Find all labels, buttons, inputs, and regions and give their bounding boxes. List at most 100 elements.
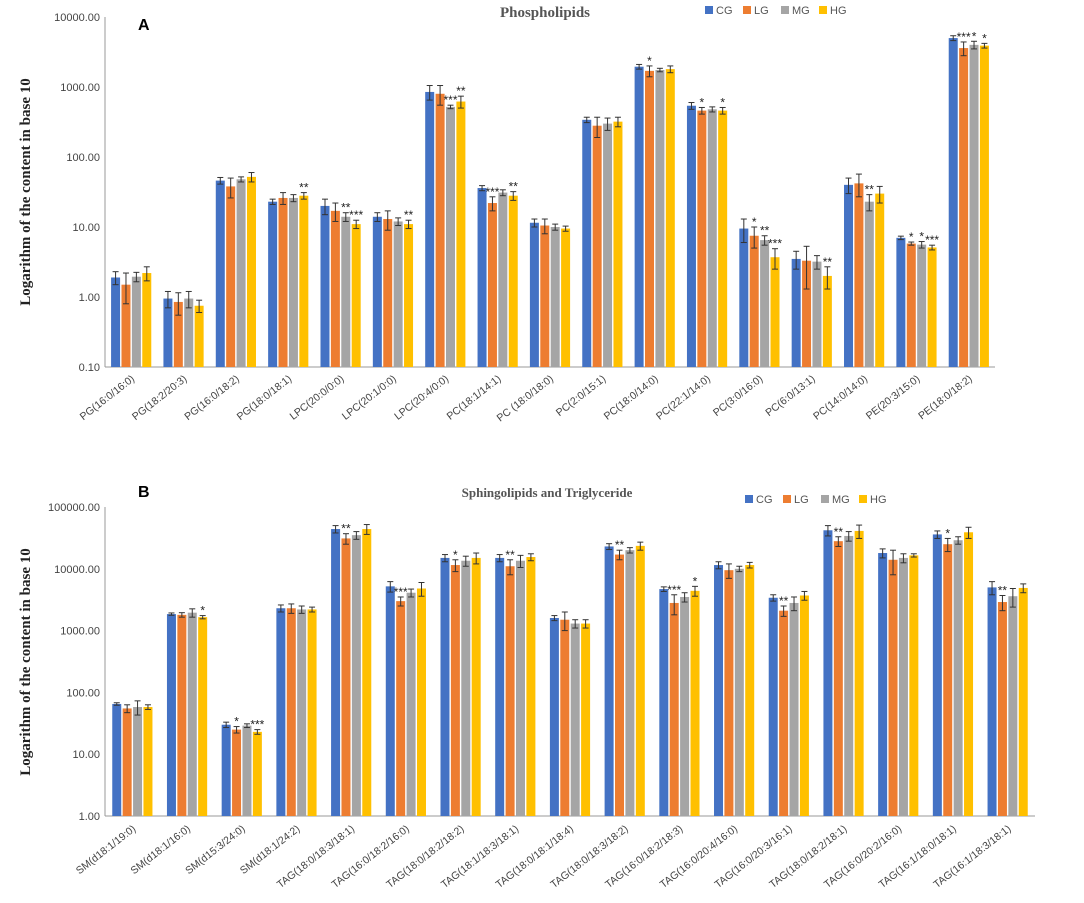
bar [932,534,942,816]
significance-mark: ** [615,538,625,552]
bar [635,545,645,816]
bar [526,557,536,816]
significance-mark: * [972,29,977,43]
significance-mark: ** [341,201,351,215]
bar [560,619,570,816]
legend-swatch [783,495,791,503]
bar [615,554,625,816]
bar [864,201,874,367]
bar [749,235,759,367]
significance-mark: * [909,230,914,244]
x-tick-label: PC(18:0/14:0) [602,373,661,423]
x-tick-label: LPC(20:1/0:0) [340,373,399,423]
legend-swatch [859,495,867,503]
bar [625,550,635,816]
x-tick-label: LPC(20:4/0:0) [392,373,451,423]
bar [331,529,341,816]
bar [791,258,801,367]
bar [232,729,242,816]
bar [948,38,958,368]
significance-mark: ** [760,224,770,238]
legend-label: LG [754,5,769,17]
bar [122,708,132,816]
bar [396,601,406,816]
bar [226,186,236,367]
significance-mark: * [919,230,924,244]
bar [495,557,505,816]
bar [665,69,675,368]
x-tick-label: PE(20:3/15:0) [864,373,922,422]
bar [878,553,888,816]
significance-mark: *** [250,718,264,732]
bar [550,227,560,367]
bar [561,228,571,367]
bar [592,125,602,367]
bar [341,538,351,816]
significance-mark: *** [394,585,408,599]
panel-a: 10000.00 1000.00 100.00 10.00 1.00 0.10 Logari… [18,5,995,424]
x-tick-label: PG(16:0/18:2) [182,373,241,423]
legend-label: MG [792,5,810,17]
bar [498,192,508,367]
bar [404,224,414,367]
bar [718,110,728,368]
bar [927,247,937,367]
legend-swatch [781,6,789,14]
significance-mark: * [200,604,205,618]
bar [477,188,487,367]
significance-mark: *** [925,233,939,247]
bar [697,110,707,368]
significance-mark: ** [456,84,466,98]
significance-mark: * [647,54,652,68]
x-tick-label: PE(18:0/18:2) [916,373,974,422]
significance-mark: * [982,31,987,45]
legend-label: CG [716,5,733,17]
bar [268,201,278,367]
significance-mark: ** [998,583,1008,597]
y-tick-label: 0.10 [79,362,100,374]
bar [252,731,262,816]
bar [799,595,809,816]
bar [854,530,864,816]
bar [236,179,246,367]
bar [854,183,864,367]
bar [833,541,843,816]
bar [812,261,822,367]
bar [143,707,153,816]
bar [549,617,559,816]
bar [953,540,963,816]
bar [276,608,286,816]
bar [770,257,780,367]
bar [943,544,953,816]
panel-label: A [138,17,150,34]
y-tick-label: 10.00 [72,222,100,234]
bar [330,210,340,367]
bar [613,121,623,368]
x-tick-label: PG(16:0/16:0) [78,373,137,423]
bar [529,222,539,367]
bar [603,123,613,368]
significance-mark: ** [834,525,844,539]
bar [351,224,361,367]
significance-mark: *** [768,237,782,251]
bar [959,48,969,367]
bar [917,244,927,367]
y-tick-label: 1.00 [79,292,100,304]
bar [686,105,696,368]
y-tick-label: 100.00 [66,152,100,164]
bar [278,197,288,367]
bar [385,586,395,816]
bar [969,44,979,367]
bar [456,101,466,367]
significance-mark: * [700,95,705,109]
bar [789,602,799,816]
bar [515,560,525,816]
bar [351,535,361,816]
bar [299,195,309,367]
bar [707,109,717,367]
bar [888,559,898,816]
bar [133,707,143,816]
bar [461,560,471,816]
y-tick-label: 1000.00 [60,82,100,94]
bar [690,590,700,816]
